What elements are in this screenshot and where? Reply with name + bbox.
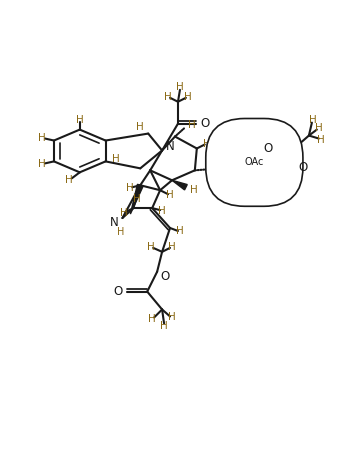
Text: H: H [160, 322, 168, 331]
Polygon shape [130, 184, 143, 214]
Text: O: O [160, 270, 170, 283]
Text: O: O [114, 285, 123, 298]
Text: H: H [168, 242, 176, 252]
Polygon shape [172, 180, 187, 190]
Text: N: N [166, 140, 174, 153]
Text: H: H [168, 313, 176, 322]
Text: H: H [166, 190, 174, 200]
Text: H: H [188, 120, 196, 129]
Text: H: H [119, 208, 127, 218]
Text: OAc: OAc [245, 157, 264, 167]
Text: H: H [317, 134, 325, 144]
Text: H: H [136, 122, 144, 132]
Text: H: H [176, 226, 184, 236]
Text: N: N [110, 216, 119, 229]
Text: H: H [164, 92, 172, 102]
Text: H: H [184, 92, 192, 102]
Text: H: H [309, 115, 317, 124]
Text: H: H [112, 154, 119, 165]
Text: O: O [264, 142, 273, 155]
Text: H: H [147, 242, 155, 252]
Text: H: H [65, 175, 73, 185]
Text: H: H [203, 138, 211, 148]
Text: H: H [117, 227, 124, 237]
Text: H: H [158, 206, 166, 216]
Text: H: H [148, 314, 156, 324]
Text: H: H [224, 168, 231, 178]
Text: H: H [176, 82, 184, 92]
Text: O: O [298, 161, 308, 174]
Text: H: H [224, 156, 231, 166]
Text: H: H [76, 115, 84, 124]
Text: H: H [126, 183, 134, 193]
Text: H: H [38, 133, 46, 143]
Text: H: H [315, 123, 323, 133]
Text: H: H [190, 185, 198, 195]
Text: H: H [38, 159, 46, 170]
Text: O: O [200, 117, 209, 130]
Text: H: H [133, 194, 141, 204]
